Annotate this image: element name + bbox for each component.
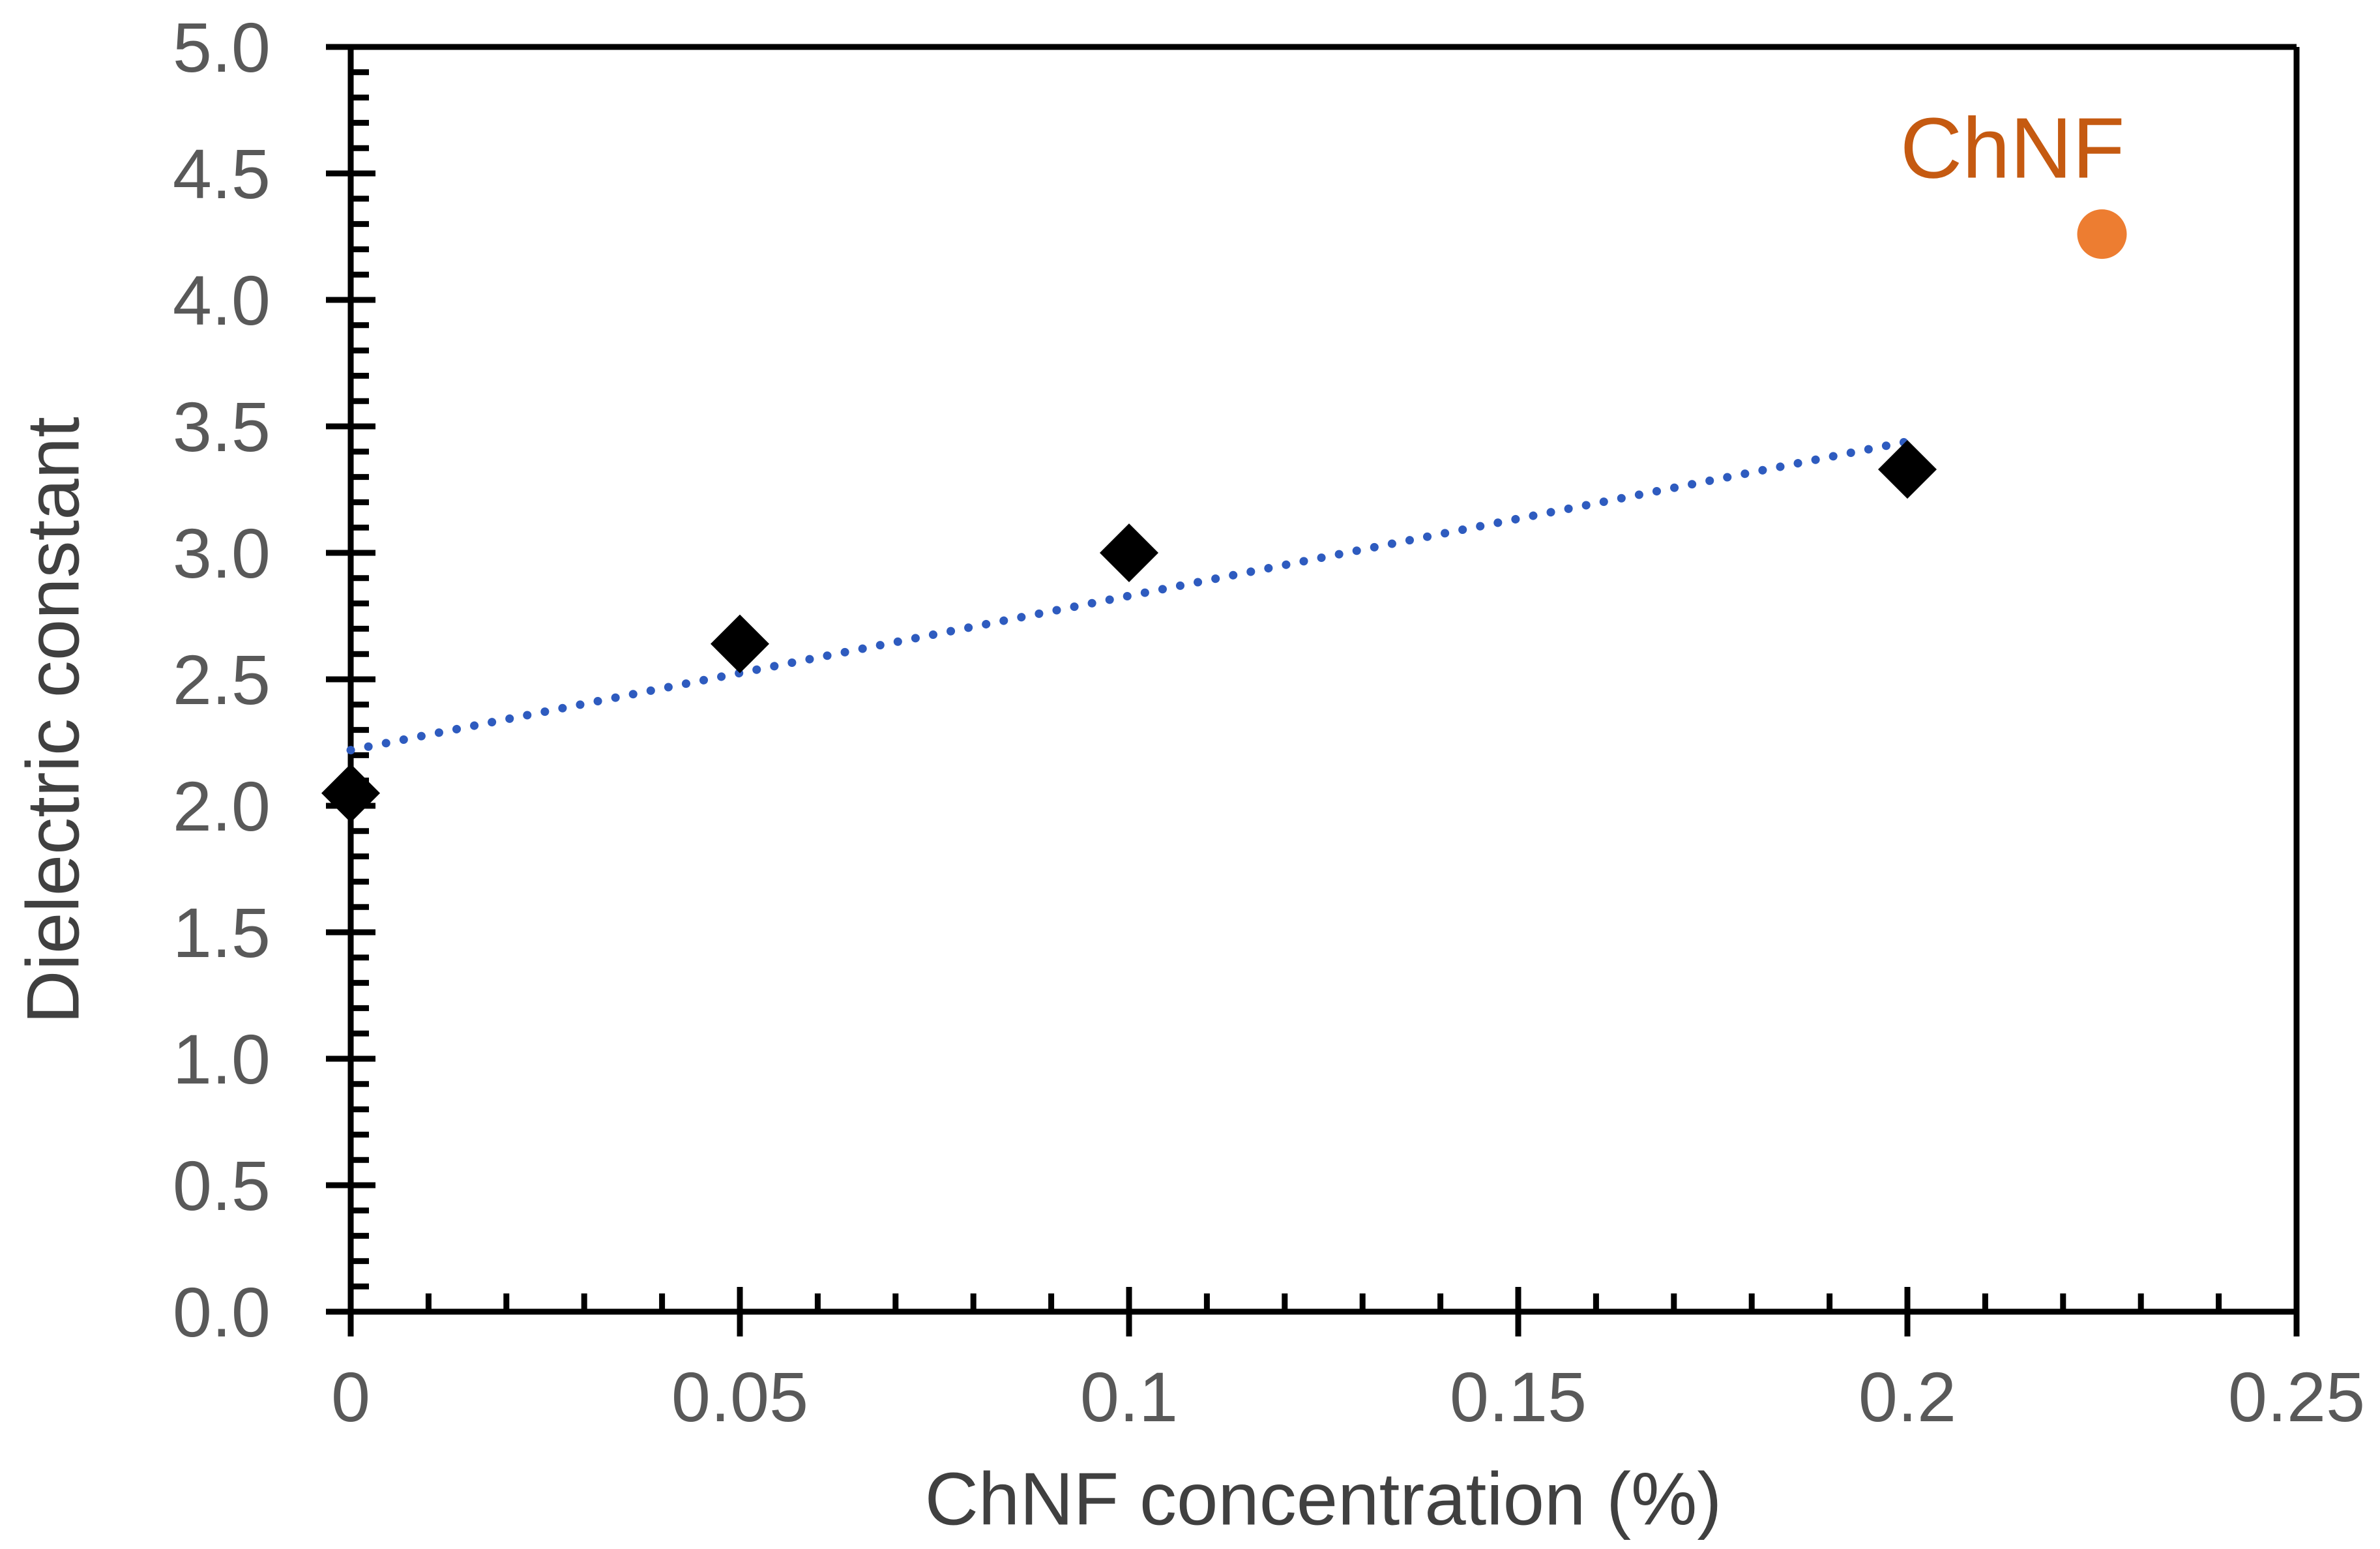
y-tick-label: 1.0	[173, 1020, 271, 1099]
x-tick-label: 0.1	[1080, 1357, 1178, 1436]
data-point-diamond	[1878, 439, 1937, 499]
y-tick-label: 1.5	[173, 893, 271, 972]
chnf-annotation-label: ChNF	[1900, 100, 2125, 196]
y-tick-label: 0.0	[173, 1273, 271, 1351]
y-axis-title: Dielectric constant	[12, 417, 95, 1024]
data-point-circle	[2077, 209, 2127, 259]
y-tick-label: 4.0	[173, 261, 271, 340]
data-point-diamond	[711, 614, 769, 673]
x-tick-label: 0.25	[2228, 1357, 2365, 1436]
y-tick-label: 3.5	[173, 387, 271, 466]
data-point-diamond	[321, 763, 380, 823]
x-tick-label: 0.15	[1450, 1357, 1587, 1436]
x-tick-label: 0.2	[1858, 1357, 1956, 1436]
y-tick-label: 5.0	[173, 8, 271, 87]
x-tick-label: 0	[331, 1357, 370, 1436]
x-axis-title: ChNF concentration (%)	[924, 1458, 1722, 1541]
y-tick-label: 0.5	[173, 1146, 271, 1225]
y-tick-label: 4.5	[173, 134, 271, 213]
y-tick-label: 2.0	[173, 767, 271, 846]
y-tick-label: 2.5	[173, 640, 271, 719]
trendline	[346, 437, 1912, 755]
y-tick-label: 3.0	[173, 514, 271, 593]
data-point-diamond	[1100, 524, 1158, 582]
x-tick-label: 0.05	[671, 1357, 808, 1436]
